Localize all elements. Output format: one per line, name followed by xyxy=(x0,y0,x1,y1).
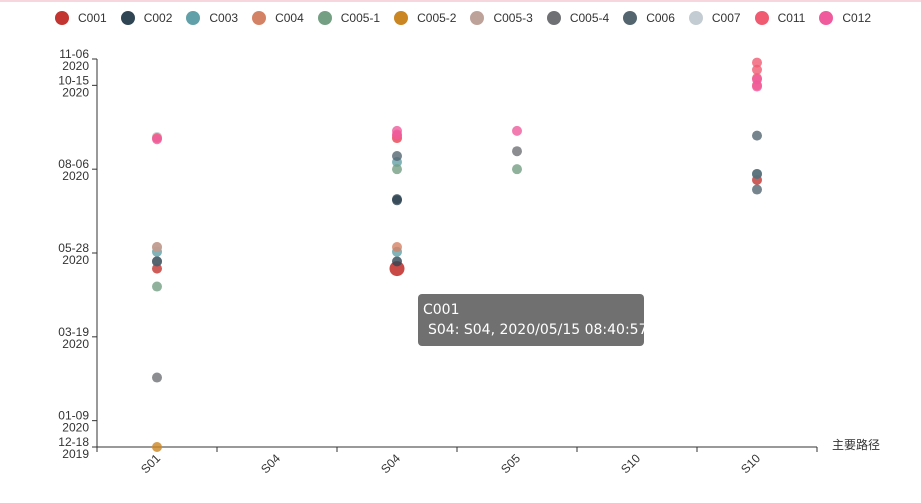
legend-item-c005-4[interactable]: C005-4 xyxy=(546,11,610,25)
data-point-c005-3 xyxy=(152,242,162,253)
y-tick-label-line2: 2020 xyxy=(62,253,89,267)
data-point-c011 xyxy=(752,64,762,75)
y-tick-label: 03-19 2020 xyxy=(58,325,89,351)
legend-swatch xyxy=(120,11,135,25)
x-tick-label: S04 xyxy=(258,451,283,476)
legend-label: C012 xyxy=(842,11,872,25)
y-tick-label-line2: 2020 xyxy=(62,59,89,73)
y-tick-label-line1: 11-06 xyxy=(59,47,89,61)
x-axis-label: 主要路径 xyxy=(832,437,880,452)
legend-label: C005-2 xyxy=(417,11,457,25)
legend-label: C005-1 xyxy=(340,11,381,25)
tooltip: C001 S04: S04, 2020/05/15 08:40:57 xyxy=(418,294,648,346)
y-tick-label-line2: 2020 xyxy=(62,337,89,351)
legend-swatch xyxy=(394,11,409,25)
data-point-c002 xyxy=(392,195,402,206)
data-point-c002 xyxy=(392,256,402,267)
tooltip-text: S04: S04, 2020/05/15 08:40:57 xyxy=(428,322,648,338)
legend-swatch xyxy=(186,11,201,25)
data-point-c012 xyxy=(152,134,162,145)
legend-label: C005-3 xyxy=(493,11,533,25)
data-point-c012 xyxy=(752,81,762,92)
legend-label: C011 xyxy=(777,11,806,25)
y-tick-label: 11-06 2020 xyxy=(59,47,89,73)
legend-item-c002[interactable]: C002 xyxy=(120,11,173,25)
data-point-c006 xyxy=(752,184,762,195)
legend-swatch xyxy=(546,11,561,25)
legend-label: C002 xyxy=(143,11,173,25)
top-border-line xyxy=(0,0,921,2)
points-layer xyxy=(152,57,762,452)
legend-item-c011[interactable]: C011 xyxy=(754,11,806,25)
tooltip-row: S04: S04, 2020/05/15 08:40:57 xyxy=(423,320,648,340)
data-point-c011 xyxy=(752,57,762,68)
y-tick-label-line2: 2020 xyxy=(62,169,89,183)
data-point-c012 xyxy=(512,125,522,136)
data-point-c012 xyxy=(752,74,762,85)
data-point-c006 xyxy=(752,168,762,179)
y-tick-label: 01-09 2020 xyxy=(58,409,89,435)
y-tick-label-line2: 2019 xyxy=(62,447,89,461)
legend-swatch xyxy=(623,11,638,25)
legend-swatch xyxy=(688,11,703,25)
legend-item-c012[interactable]: C012 xyxy=(819,11,871,25)
legend: C001 C002 C003 C004 C005-1 C005-2 C005-3 C005-4… xyxy=(55,9,885,27)
legend-item-c007[interactable]: C007 xyxy=(688,11,741,25)
y-tick-label-line2: 2020 xyxy=(62,421,89,435)
y-tick-label: 08-06 2020 xyxy=(58,157,89,183)
data-point-c012 xyxy=(392,125,402,136)
data-point-c005-1 xyxy=(512,164,522,175)
x-tick-label: S10 xyxy=(618,451,643,476)
legend-item-c004[interactable]: C004 xyxy=(252,11,304,25)
legend-item-c006[interactable]: C006 xyxy=(623,11,675,25)
y-tick-label-line1: 12-18 xyxy=(58,435,89,449)
legend-swatch xyxy=(754,11,769,25)
legend-label: C005-4 xyxy=(569,11,610,25)
data-point-c005-2 xyxy=(152,442,162,452)
data-point-c006 xyxy=(392,151,402,161)
legend-label: C003 xyxy=(209,11,239,25)
x-tick-label: S10 xyxy=(738,451,763,476)
legend-label: C006 xyxy=(646,11,675,25)
legend-label: C007 xyxy=(711,11,741,25)
legend-swatch xyxy=(317,11,332,25)
legend-label: C001 xyxy=(78,11,107,25)
data-point-c005-4 xyxy=(152,372,162,383)
y-tick-label-line1: 10-15 xyxy=(58,73,89,87)
legend-swatch xyxy=(470,11,485,25)
legend-item-c005-2[interactable]: C005-2 xyxy=(394,11,456,25)
y-tick-label-line2: 2020 xyxy=(62,85,89,99)
y-tick-label: 10-15 2020 xyxy=(58,73,89,99)
data-point-c001 xyxy=(152,263,162,274)
legend-item-c005-3[interactable]: C005-3 xyxy=(470,11,533,25)
x-tick-label: S01 xyxy=(138,451,163,476)
data-point-c005-1 xyxy=(152,281,162,292)
data-point-c005-1 xyxy=(392,164,402,175)
legend-item-c001[interactable]: C001 xyxy=(55,11,107,25)
y-tick-label: 12-18 2019 xyxy=(58,435,89,461)
legend-item-c003[interactable]: C003 xyxy=(186,11,238,25)
legend-item-c005-1[interactable]: C005-1 xyxy=(317,11,381,25)
data-point-c006 xyxy=(752,130,762,141)
data-point-c005-4 xyxy=(512,146,522,157)
y-tick-label-line1: 01-09 xyxy=(58,409,89,423)
y-tick-label: 05-28 2020 xyxy=(58,241,89,267)
y-tick-label-line1: 08-06 xyxy=(58,157,89,171)
y-tick-label-line1: 05-28 xyxy=(58,241,89,255)
data-point-c004 xyxy=(392,242,402,253)
y-tick-label-line1: 03-19 xyxy=(58,325,89,339)
legend-swatch xyxy=(819,11,834,25)
x-tick-label: S04 xyxy=(378,451,403,476)
x-tick-label: S05 xyxy=(498,451,523,476)
data-point-c001 xyxy=(389,261,405,277)
legend-swatch xyxy=(252,11,267,25)
legend-label: C004 xyxy=(275,11,304,25)
tooltip-title: C001 xyxy=(423,302,460,318)
legend-swatch xyxy=(55,11,69,25)
data-point-c006 xyxy=(152,256,162,267)
